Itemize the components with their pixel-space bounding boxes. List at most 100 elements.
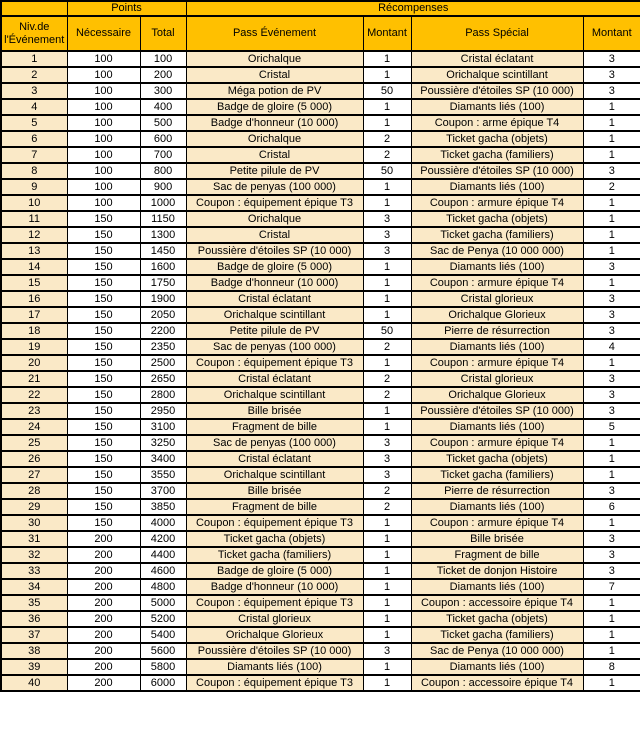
cell-montant-evenement: 1 — [362, 514, 412, 532]
cell-niveau: 23 — [0, 402, 68, 420]
table-row: 11 150 1150 Orichalque 3 Ticket gacha (objets… — [0, 210, 640, 228]
cell-pass-evenement: Badge d'honneur (10 000) — [185, 114, 364, 132]
cell-montant-special: 1 — [582, 434, 640, 452]
cell-points-total: 4200 — [139, 530, 187, 548]
cell-points-necessaire: 150 — [66, 450, 141, 468]
cell-points-total: 6000 — [139, 674, 187, 692]
cell-montant-special: 1 — [582, 226, 640, 244]
cell-montant-special: 4 — [582, 338, 640, 356]
cell-points-necessaire: 200 — [66, 578, 141, 596]
cell-points-necessaire: 150 — [66, 466, 141, 484]
cell-pass-evenement: Petite pilule de PV — [185, 162, 364, 180]
header-points-group: Points — [66, 0, 187, 17]
cell-points-necessaire: 150 — [66, 386, 141, 404]
cell-pass-special: Orichalque Glorieux — [410, 386, 584, 404]
cell-points-total: 3850 — [139, 498, 187, 516]
cell-points-total: 2350 — [139, 338, 187, 356]
cell-montant-evenement: 1 — [362, 578, 412, 596]
cell-pass-evenement: Cristal — [185, 226, 364, 244]
cell-points-total: 2050 — [139, 306, 187, 324]
table-row: 1 100 100 Orichalque 1 Cristal éclatant 3 — [0, 50, 640, 68]
cell-points-necessaire: 150 — [66, 402, 141, 420]
cell-niveau: 33 — [0, 562, 68, 580]
table-row: 5 100 500 Badge d'honneur (10 000) 1 Coupon :… — [0, 114, 640, 132]
table-row: 4 100 400 Badge de gloire (5 000) 1 Diamants … — [0, 98, 640, 116]
cell-points-total: 1150 — [139, 210, 187, 228]
cell-niveau: 40 — [0, 674, 68, 692]
table-row: 10 100 1000 Coupon : équipement épique T3 1 C… — [0, 194, 640, 212]
cell-montant-evenement: 2 — [362, 482, 412, 500]
cell-pass-special: Orichalque Glorieux — [410, 306, 584, 324]
cell-points-total: 4800 — [139, 578, 187, 596]
cell-montant-special: 1 — [582, 354, 640, 372]
cell-points-necessaire: 200 — [66, 674, 141, 692]
cell-montant-special: 3 — [582, 562, 640, 580]
cell-pass-evenement: Sac de penyas (100 000) — [185, 178, 364, 196]
cell-montant-special: 1 — [582, 210, 640, 228]
cell-points-necessaire: 100 — [66, 66, 141, 84]
cell-montant-special: 1 — [582, 274, 640, 292]
cell-montant-evenement: 1 — [362, 418, 412, 436]
header-rewards-group: Récompenses — [185, 0, 640, 17]
cell-points-total: 4600 — [139, 562, 187, 580]
cell-montant-evenement: 1 — [362, 178, 412, 196]
cell-niveau: 19 — [0, 338, 68, 356]
cell-montant-evenement: 1 — [362, 674, 412, 692]
cell-points-necessaire: 150 — [66, 482, 141, 500]
rewards-table: Points Récompenses Niv.de l'Événement Né… — [0, 0, 640, 692]
cell-pass-special: Coupon : armure épique T4 — [410, 354, 584, 372]
cell-montant-evenement: 1 — [362, 594, 412, 612]
cell-pass-evenement: Orichalque — [185, 50, 364, 68]
cell-montant-evenement: 1 — [362, 98, 412, 116]
cell-pass-evenement: Sac de penyas (100 000) — [185, 338, 364, 356]
cell-points-necessaire: 100 — [66, 146, 141, 164]
header-niveau-line1: Niv.de — [19, 20, 50, 33]
cell-points-necessaire: 150 — [66, 354, 141, 372]
cell-pass-evenement: Cristal éclatant — [185, 450, 364, 468]
cell-points-total: 300 — [139, 82, 187, 100]
cell-points-necessaire: 150 — [66, 418, 141, 436]
cell-points-total: 2650 — [139, 370, 187, 388]
cell-niveau: 8 — [0, 162, 68, 180]
cell-niveau: 24 — [0, 418, 68, 436]
cell-points-total: 200 — [139, 66, 187, 84]
cell-niveau: 39 — [0, 658, 68, 676]
table-row: 2 100 200 Cristal 1 Orichalque scintillant 3 — [0, 66, 640, 84]
cell-points-total: 2950 — [139, 402, 187, 420]
cell-montant-evenement: 50 — [362, 82, 412, 100]
cell-niveau: 4 — [0, 98, 68, 116]
cell-pass-special: Diamants liés (100) — [410, 338, 584, 356]
cell-pass-evenement: Fragment de bille — [185, 418, 364, 436]
cell-points-total: 600 — [139, 130, 187, 148]
cell-points-necessaire: 150 — [66, 290, 141, 308]
cell-montant-special: 1 — [582, 194, 640, 212]
table-row: 17 150 2050 Orichalque scintillant 1 Orichalq… — [0, 306, 640, 324]
cell-niveau: 13 — [0, 242, 68, 260]
cell-points-total: 5000 — [139, 594, 187, 612]
cell-pass-special: Diamants liés (100) — [410, 578, 584, 596]
cell-pass-special: Diamants liés (100) — [410, 98, 584, 116]
cell-points-necessaire: 100 — [66, 130, 141, 148]
cell-montant-evenement: 1 — [362, 274, 412, 292]
cell-montant-special: 3 — [582, 258, 640, 276]
cell-points-total: 100 — [139, 50, 187, 68]
cell-points-total: 3250 — [139, 434, 187, 452]
cell-pass-special: Diamants liés (100) — [410, 258, 584, 276]
cell-montant-evenement: 3 — [362, 226, 412, 244]
table-row: 20 150 2500 Coupon : équipement épique T3 1 C… — [0, 354, 640, 372]
cell-points-necessaire: 100 — [66, 82, 141, 100]
table-row: 7 100 700 Cristal 2 Ticket gacha (familiers) 1 — [0, 146, 640, 164]
cell-pass-special: Ticket gacha (objets) — [410, 130, 584, 148]
cell-points-necessaire: 200 — [66, 642, 141, 660]
cell-pass-special: Coupon : armure épique T4 — [410, 434, 584, 452]
cell-pass-special: Pierre de résurrection — [410, 482, 584, 500]
cell-niveau: 25 — [0, 434, 68, 452]
cell-pass-special: Ticket gacha (objets) — [410, 210, 584, 228]
cell-points-necessaire: 150 — [66, 242, 141, 260]
cell-pass-special: Ticket gacha (familiers) — [410, 226, 584, 244]
cell-points-necessaire: 150 — [66, 434, 141, 452]
cell-points-total: 400 — [139, 98, 187, 116]
cell-pass-evenement: Orichalque Glorieux — [185, 626, 364, 644]
cell-pass-evenement: Ticket gacha (familiers) — [185, 546, 364, 564]
cell-pass-evenement: Badge de gloire (5 000) — [185, 98, 364, 116]
